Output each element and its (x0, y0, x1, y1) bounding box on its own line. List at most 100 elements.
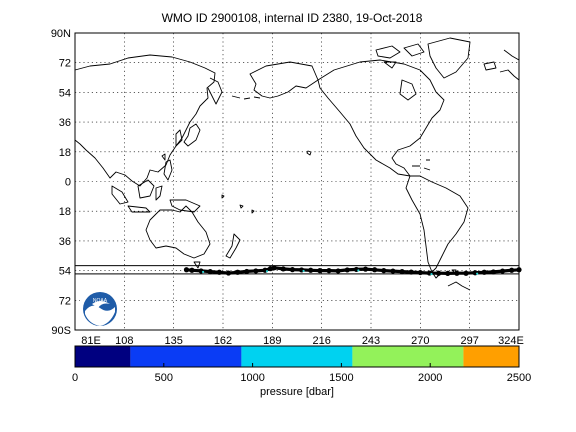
lon-tick-label: 162 (214, 335, 232, 347)
track-point (308, 267, 314, 273)
colorbar-frame (74, 345, 520, 368)
track-point (207, 268, 213, 275)
coast-taiwan (161, 153, 166, 161)
logo-text: NOAA (93, 298, 108, 304)
track-point (516, 267, 522, 273)
track-point (454, 270, 460, 276)
coast-hawaii (306, 150, 312, 156)
colorbar-segment (463, 346, 519, 367)
coast-java (127, 205, 151, 213)
lat-tick-label: 0 (65, 177, 71, 189)
track-point (189, 267, 195, 273)
lon-tick-label: 324E (498, 335, 524, 347)
track-point (509, 267, 515, 273)
lat-tick-label: 90S (51, 325, 71, 337)
coast-kamchatka (207, 77, 223, 105)
track-point (408, 269, 414, 275)
colorbar-tick-label: 500 (155, 372, 173, 384)
gridlines (74, 33, 520, 330)
track-point (216, 269, 222, 275)
track-point (253, 268, 259, 274)
logo-bird (92, 301, 110, 308)
coast-new-guinea (169, 199, 201, 213)
coast-sulawesi (155, 185, 163, 201)
track-point (372, 267, 378, 273)
track-point (317, 268, 323, 274)
map-plot: 90N 72 54 36 18 0 18 36 54 72 90S 81E 108 135 162 189 2… (51, 28, 524, 347)
lon-tick-label: 297 (460, 335, 478, 347)
track-point (490, 269, 497, 275)
lat-tick-label: 18 (59, 206, 71, 218)
track-point (390, 268, 396, 274)
track-point (499, 268, 506, 274)
coast-alaska (249, 61, 319, 99)
track-point (289, 267, 296, 273)
lon-tick-label: 216 (312, 335, 330, 347)
lat-tick-label: 36 (59, 117, 71, 129)
coast-antarctica (447, 281, 471, 291)
colorbar-tick-label: 0 (72, 372, 78, 384)
lat-tick-label: 54 (59, 87, 71, 99)
colorbar: 0 500 1000 1500 2000 2500 pressure [dbar] (72, 345, 531, 398)
coast-sumatra (111, 185, 129, 205)
coast-hudson-bay (399, 79, 417, 101)
coast-philippines (163, 159, 173, 181)
latitude-labels: 90N 72 54 36 18 0 18 36 54 72 90S (51, 28, 71, 337)
map-title: WMO ID 2900108, internal ID 2380, 19-Oct… (162, 11, 423, 25)
lon-tick-label: 108 (115, 335, 133, 347)
coast-caribbean (412, 159, 431, 171)
track-point (280, 266, 286, 272)
track-point (463, 270, 469, 276)
track-point (481, 269, 487, 275)
lat-tick-label: 54 (59, 266, 71, 278)
track-highlight-point (430, 272, 433, 276)
lon-tick-label: 81E (81, 335, 101, 347)
coast-greenland (427, 37, 471, 79)
colorbar-label: pressure [dbar] (260, 386, 334, 398)
colorbar-tick-label: 2000 (418, 372, 442, 384)
coast-japan (183, 123, 201, 147)
track-point (335, 268, 341, 274)
lat-tick-label: 18 (59, 147, 71, 159)
lon-tick-label: 189 (263, 335, 281, 347)
track-point (271, 265, 277, 271)
lon-tick-label: 270 (411, 335, 429, 347)
colorbar-ticks: 0 500 1000 1500 2000 2500 (72, 363, 531, 384)
colorbar-segment (241, 346, 353, 367)
coast-europe (499, 49, 520, 81)
colorbar-tick-label: 1000 (240, 372, 264, 384)
float-track (183, 265, 522, 277)
map-frame (74, 32, 520, 331)
coast-pacific-islands (221, 194, 255, 214)
track-highlight-point (265, 270, 269, 273)
coast-korea (175, 129, 183, 147)
coast-tasmania (193, 261, 201, 269)
coast-aleutians (231, 95, 261, 100)
coast-north-america (317, 59, 445, 177)
track-point (436, 270, 442, 276)
colorbar-segment (352, 346, 464, 367)
track-highlight-point (357, 269, 360, 272)
lon-tick-label: 243 (362, 335, 380, 347)
colorbar-tick-label: 1500 (329, 372, 353, 384)
track-point (344, 267, 350, 273)
coast-new-zealand (225, 233, 241, 259)
track-point (183, 267, 190, 273)
colorbar-segment (75, 346, 131, 367)
coastlines (74, 37, 520, 291)
track-point (244, 268, 250, 275)
track-point (445, 270, 451, 277)
coast-australia (145, 205, 211, 259)
colorbar-tick-label: 2500 (507, 372, 531, 384)
lat-tick-label: 90N (51, 28, 71, 40)
track-point (362, 266, 369, 272)
logo-wave (85, 305, 115, 326)
track-point (399, 268, 405, 275)
track-point (225, 270, 232, 276)
coast-iceland (483, 61, 497, 71)
lat-tick-label: 36 (59, 236, 71, 248)
lat-tick-label: 72 (59, 58, 71, 70)
colorbar-segment (130, 346, 242, 367)
longitude-labels: 81E 108 135 162 189 216 243 270 297 324E (81, 335, 524, 347)
